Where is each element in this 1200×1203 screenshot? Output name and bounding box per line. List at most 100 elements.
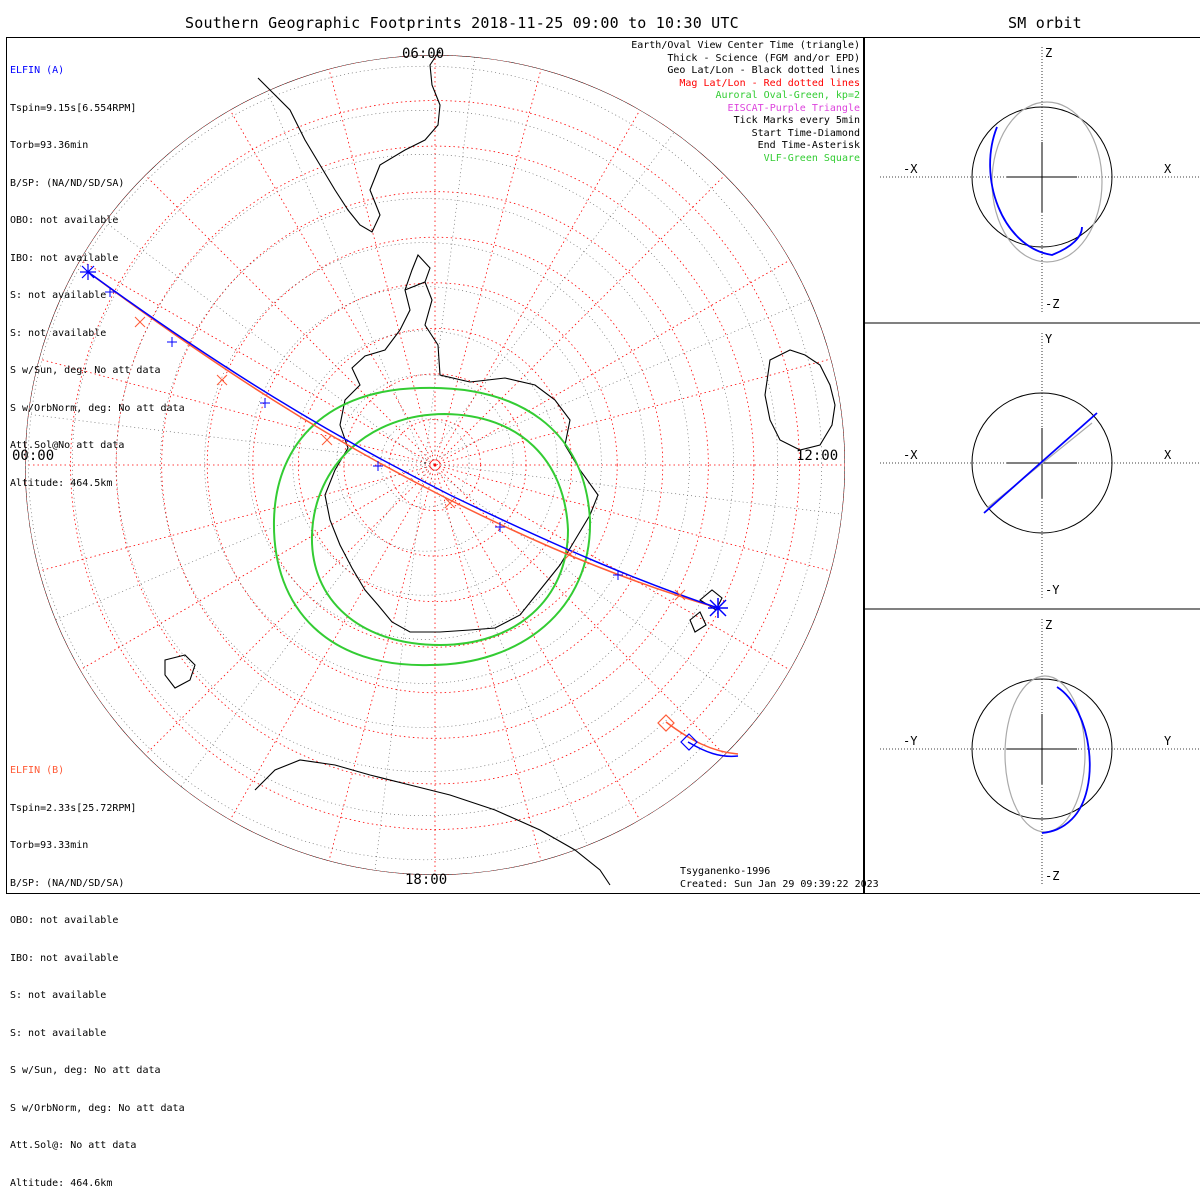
geo-longitude-line xyxy=(424,267,845,464)
elfin-b-line: S: not available xyxy=(10,1027,107,1039)
hour-label-bottom: 18:00 xyxy=(405,872,447,888)
sm-axis-label-right: X xyxy=(1164,448,1172,462)
sm-axis-label-top: Z xyxy=(1045,618,1052,632)
new-zealand-outline xyxy=(689,589,723,633)
legend-item: Tick Marks every 5min xyxy=(733,115,860,126)
geo-latitude-ring xyxy=(72,110,778,816)
geo-latitude-ring xyxy=(160,198,690,728)
elfin-b-tick xyxy=(216,374,228,386)
geo-latitude-ring xyxy=(27,65,823,861)
sm-earth-circle xyxy=(971,678,1113,820)
mag-latitude-ring xyxy=(252,282,618,648)
footprint-map-panel xyxy=(6,37,864,894)
mag-longitude-line xyxy=(434,464,641,821)
madagascar-outline xyxy=(164,654,196,689)
elfin-b-name: ELFIN (B) xyxy=(10,765,65,776)
elfin-b-tick xyxy=(444,497,456,509)
elfin-b-tick xyxy=(564,548,576,560)
geo-longitude-line xyxy=(424,55,487,464)
elfin-a-orbit xyxy=(989,126,1083,256)
mag-longitude-line xyxy=(434,464,726,756)
sm-earth-circle xyxy=(971,106,1113,248)
mag-longitude-line xyxy=(434,259,791,466)
mag-latitude-ring xyxy=(206,236,664,694)
elfin-a-name: ELFIN (A) xyxy=(10,65,65,76)
africa-outline xyxy=(254,759,611,886)
mag-longitude-line xyxy=(434,174,726,466)
elfin-a-line: OBO: not available xyxy=(10,215,119,226)
mag-longitude-line xyxy=(328,464,436,862)
elfin-a-line: IBO: not available xyxy=(10,252,119,264)
sm-axis-label-top: Y xyxy=(1045,332,1053,346)
elfin-b-orbit xyxy=(1004,675,1086,833)
elfin-a-start-diamond xyxy=(680,733,698,751)
sm-axis-label-bottom: -Z xyxy=(1045,869,1059,883)
mag-longitude-line xyxy=(144,174,436,466)
antarctica-outline xyxy=(324,281,599,633)
mag-longitude-line xyxy=(229,464,436,821)
elfin-b-short-track xyxy=(665,721,739,755)
elfin-a-line: B/SP: (NA/ND/SD/SA) xyxy=(10,177,125,189)
elfin-b-line: Att.Sol@: No att data xyxy=(10,1140,137,1151)
elfin-a-tick xyxy=(105,287,115,297)
elfin-a-tick xyxy=(260,398,270,408)
elfin-b-line: IBO: not available xyxy=(10,952,119,964)
legend-item: Mag Lat/Lon - Red dotted lines xyxy=(679,77,860,89)
elfin-a-tick xyxy=(373,461,383,471)
legend-item: Earth/Oval View Center Time (triangle) xyxy=(631,40,860,51)
mag-longitude-line xyxy=(229,109,436,466)
sm-orbit-plot: Z -Z -Y Y xyxy=(880,618,1200,884)
elfin-a-end-asterisk xyxy=(708,598,728,618)
mag-longitude-line xyxy=(434,464,542,862)
sm-axis-label-bottom: -Z xyxy=(1045,297,1059,311)
hour-label-left: 00:00 xyxy=(12,448,54,464)
elfin-b-line: B/SP: (NA/ND/SD/SA) xyxy=(10,877,125,889)
legend-item: Auroral Oval-Green, kp=2 xyxy=(715,90,861,101)
continent-outlines xyxy=(164,49,836,886)
mag-latitude-ring xyxy=(297,327,573,603)
mag-longitude-line xyxy=(434,68,542,466)
mag-longitude-line xyxy=(434,464,832,572)
elfin-b-line: S: not available xyxy=(10,990,107,1001)
legend-item: Geo Lat/Lon - Black dotted lines xyxy=(667,65,860,76)
elfin-a-line: Tspin=9.15s[6.554RPM] xyxy=(10,102,137,114)
elfin-a-info: ELFIN (A) Tspin=9.15s[6.554RPM] Torb=93.… xyxy=(10,40,185,503)
geo-longitude-line xyxy=(424,462,845,525)
elfin-b-line: Torb=93.33min xyxy=(10,840,89,851)
elfin-a-orbit xyxy=(983,412,1098,514)
created-label: Created: Sun Jan 29 09:39:22 2023 xyxy=(680,879,879,890)
elfin-a-line: S: not available xyxy=(10,327,107,339)
elfin-b-info: ELFIN (B) Tspin=2.33s[25.72RPM] Torb=93.… xyxy=(10,740,185,1203)
elfin-a-line: Altitude: 464.5km xyxy=(10,477,113,489)
auroral-ovals xyxy=(272,386,592,667)
mag-longitude-line xyxy=(38,358,436,466)
sm-axis-label-left: -Y xyxy=(903,734,918,748)
elfin-a-tick xyxy=(495,522,505,532)
elfin-a-start-asterisk xyxy=(80,264,96,280)
elfin-a-track xyxy=(87,271,719,609)
south-america-outline xyxy=(257,49,441,233)
sm-orbit-plot: Y -Y -X X xyxy=(880,332,1200,598)
elfin-a-line: Torb=93.36min xyxy=(10,140,89,151)
sm-earth-circle xyxy=(971,392,1113,534)
geo-latitude-ring xyxy=(116,154,734,772)
elfin-b-track xyxy=(87,271,719,609)
sm-orbit-plot: Z -Z -X X xyxy=(880,46,1200,312)
elfin-a-line: S w/OrbNorm, deg: No att data xyxy=(10,402,185,414)
legend-item: Thick - Science (FGM and/or EPD) xyxy=(667,52,860,64)
legend: Earth/Oval View Center Time (triangle) T… xyxy=(631,40,860,165)
australia-outline xyxy=(764,349,836,451)
sm-axis-label-right: X xyxy=(1164,162,1172,176)
auroral-oval-inner xyxy=(310,412,570,647)
hour-label-top: 06:00 xyxy=(402,46,444,62)
footprint-map: 06:00 00:00 12:00 18:00 Z -Z -X X Y -Y -X X Z -Z -… xyxy=(12,46,1200,888)
sm-axis-label-left: -X xyxy=(903,448,918,462)
sm-axis-label-right: Y xyxy=(1164,734,1172,748)
sm-axis-label-top: Z xyxy=(1045,46,1052,60)
legend-item: VLF-Green Square xyxy=(763,152,860,164)
sm-axis-label-bottom: -Y xyxy=(1045,583,1060,597)
elfin-a-orbit xyxy=(1041,686,1091,834)
elfin-a-tick xyxy=(167,337,177,347)
geo-longitude-line xyxy=(229,55,426,464)
hour-labels: 06:00 00:00 12:00 18:00 xyxy=(12,46,838,888)
